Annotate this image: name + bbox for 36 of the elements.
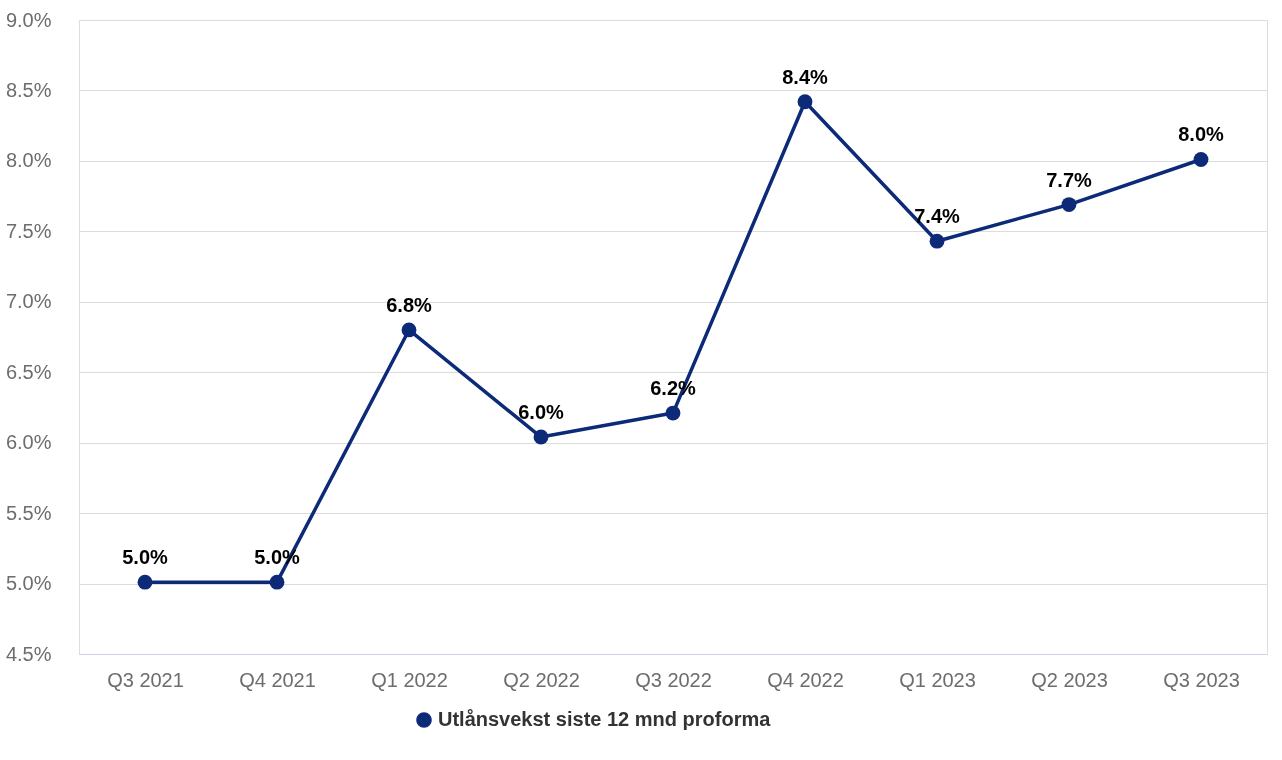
- data-label: 5.0%: [122, 546, 169, 569]
- y-tick-label: 5.5%: [5, 501, 52, 524]
- data-label: 6.8%: [386, 293, 433, 316]
- data-label: 8.4%: [782, 65, 829, 88]
- y-tick-label: 6.5%: [5, 360, 52, 383]
- y-tick-label: 8.5%: [5, 78, 52, 101]
- y-tick-label: 6.0%: [5, 431, 52, 454]
- point: [929, 233, 945, 249]
- x-tick-label: Q3 2021: [107, 668, 184, 691]
- x-tick-label: Q1 2023: [899, 668, 976, 691]
- data-label: 6.0%: [518, 401, 565, 424]
- legend-label: Utlånsvekst siste 12 mnd proforma: [438, 708, 772, 730]
- x-tick-label: Q2 2023: [1031, 668, 1108, 691]
- point: [269, 574, 285, 590]
- y-tick-label: 5.0%: [5, 572, 52, 595]
- data-label: 7.7%: [1046, 168, 1093, 191]
- x-tick-label: Q2 2022: [503, 668, 580, 691]
- y-tick-label: 4.5%: [5, 642, 52, 665]
- x-tick-label: Q4 2022: [767, 668, 844, 691]
- point: [137, 574, 153, 590]
- x-tick-label: Q4 2021: [239, 668, 316, 691]
- point: [797, 94, 813, 110]
- y-tick-label: 9.0%: [5, 8, 52, 31]
- point: [401, 322, 417, 338]
- x-tick-label: Q1 2022: [371, 668, 448, 691]
- x-tick-label: Q3 2022: [635, 668, 712, 691]
- point: [665, 405, 681, 421]
- y-tick-label: 8.0%: [5, 149, 52, 172]
- data-label: 8.0%: [1178, 123, 1225, 146]
- y-tick-label: 7.5%: [5, 219, 52, 242]
- data-label: 7.4%: [914, 205, 961, 228]
- point: [1193, 152, 1209, 167]
- x-tick-label: Q3 2023: [1163, 668, 1240, 691]
- y-tick-label: 7.0%: [5, 290, 52, 313]
- point: [533, 429, 549, 445]
- point: [1061, 197, 1077, 212]
